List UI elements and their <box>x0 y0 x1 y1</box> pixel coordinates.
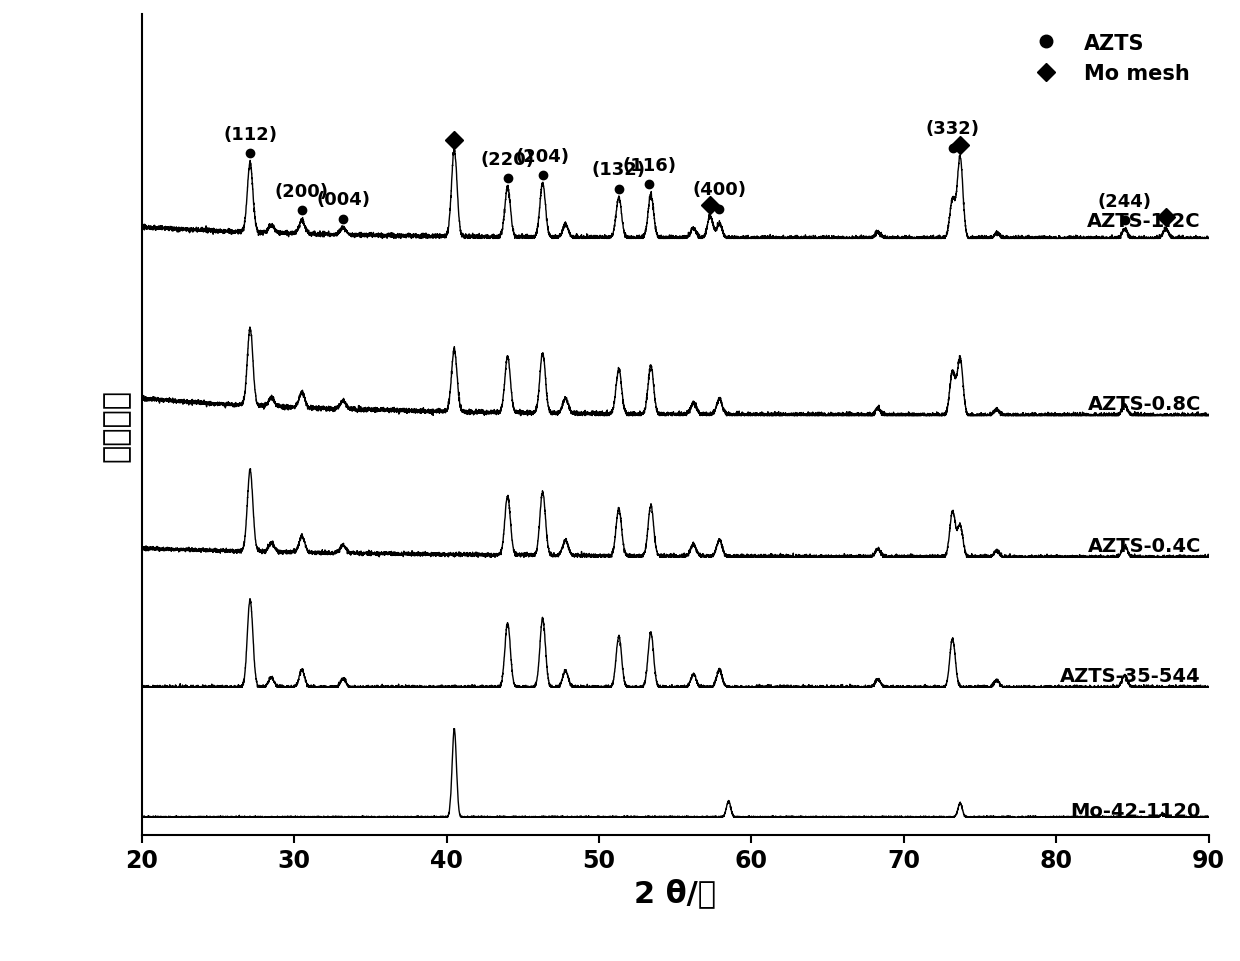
Text: (244): (244) <box>1097 192 1152 210</box>
Legend: AZTS, Mo mesh: AZTS, Mo mesh <box>1017 25 1198 92</box>
Text: Mo-42-1120: Mo-42-1120 <box>1070 801 1200 820</box>
Text: AZTS-35-544: AZTS-35-544 <box>1060 666 1200 685</box>
Text: (200): (200) <box>275 183 329 201</box>
Text: (332): (332) <box>925 120 980 138</box>
Text: (220): (220) <box>481 151 534 168</box>
Text: AZTS-1.2C: AZTS-1.2C <box>1087 212 1200 231</box>
Text: (004): (004) <box>316 191 370 209</box>
Text: (204): (204) <box>516 147 569 165</box>
Text: (112): (112) <box>223 126 277 143</box>
Text: AZTS-0.8C: AZTS-0.8C <box>1087 395 1200 414</box>
Text: AZTS-0.4C: AZTS-0.4C <box>1087 536 1200 555</box>
Text: (132): (132) <box>591 161 646 179</box>
Y-axis label: 相对强度: 相对强度 <box>102 388 130 461</box>
X-axis label: 2 θ/度: 2 θ/度 <box>634 877 717 907</box>
Text: (400): (400) <box>692 181 746 199</box>
Text: (116): (116) <box>622 157 676 175</box>
